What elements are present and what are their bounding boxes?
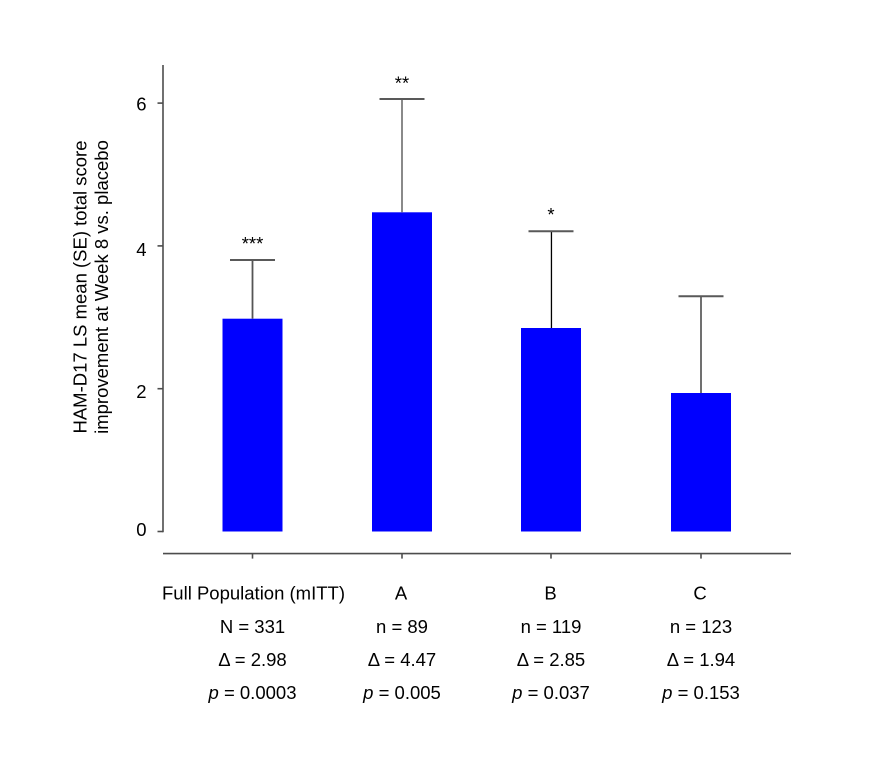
svg-text:Full Population (mITT): Full Population (mITT) [162, 583, 345, 604]
svg-text:n = 119: n = 119 [521, 616, 582, 637]
svg-text:Δ = 1.94: Δ = 1.94 [667, 649, 735, 670]
svg-text:**: ** [395, 73, 409, 94]
svg-text:improvement at Week 8 vs. plac: improvement at Week 8 vs. placebo [91, 140, 112, 434]
svg-text:*: * [547, 204, 554, 225]
svg-text:Δ = 2.98: Δ = 2.98 [218, 649, 286, 670]
svg-text:Δ = 2.85: Δ = 2.85 [517, 649, 585, 670]
svg-text:***: *** [242, 233, 264, 254]
svg-text:HAM-D17 LS mean (SE) total sco: HAM-D17 LS mean (SE) total score [70, 140, 91, 433]
svg-text:p = 0.0003: p = 0.0003 [208, 682, 297, 703]
svg-text:6: 6 [136, 94, 146, 115]
svg-text:0: 0 [136, 519, 146, 540]
svg-text:2: 2 [136, 381, 146, 402]
svg-text:n = 123: n = 123 [670, 616, 732, 637]
svg-text:N = 331: N = 331 [220, 616, 285, 637]
svg-text:A: A [395, 583, 408, 604]
svg-text:p = 0.037: p = 0.037 [511, 682, 590, 703]
svg-text:n = 89: n = 89 [376, 616, 428, 637]
svg-text:C: C [693, 583, 706, 604]
svg-text:4: 4 [136, 239, 146, 260]
svg-text:B: B [544, 583, 556, 604]
svg-text:p = 0.005: p = 0.005 [362, 682, 441, 703]
svg-text:Δ = 4.47: Δ = 4.47 [368, 649, 436, 670]
svg-text:p = 0.153: p = 0.153 [661, 682, 740, 703]
